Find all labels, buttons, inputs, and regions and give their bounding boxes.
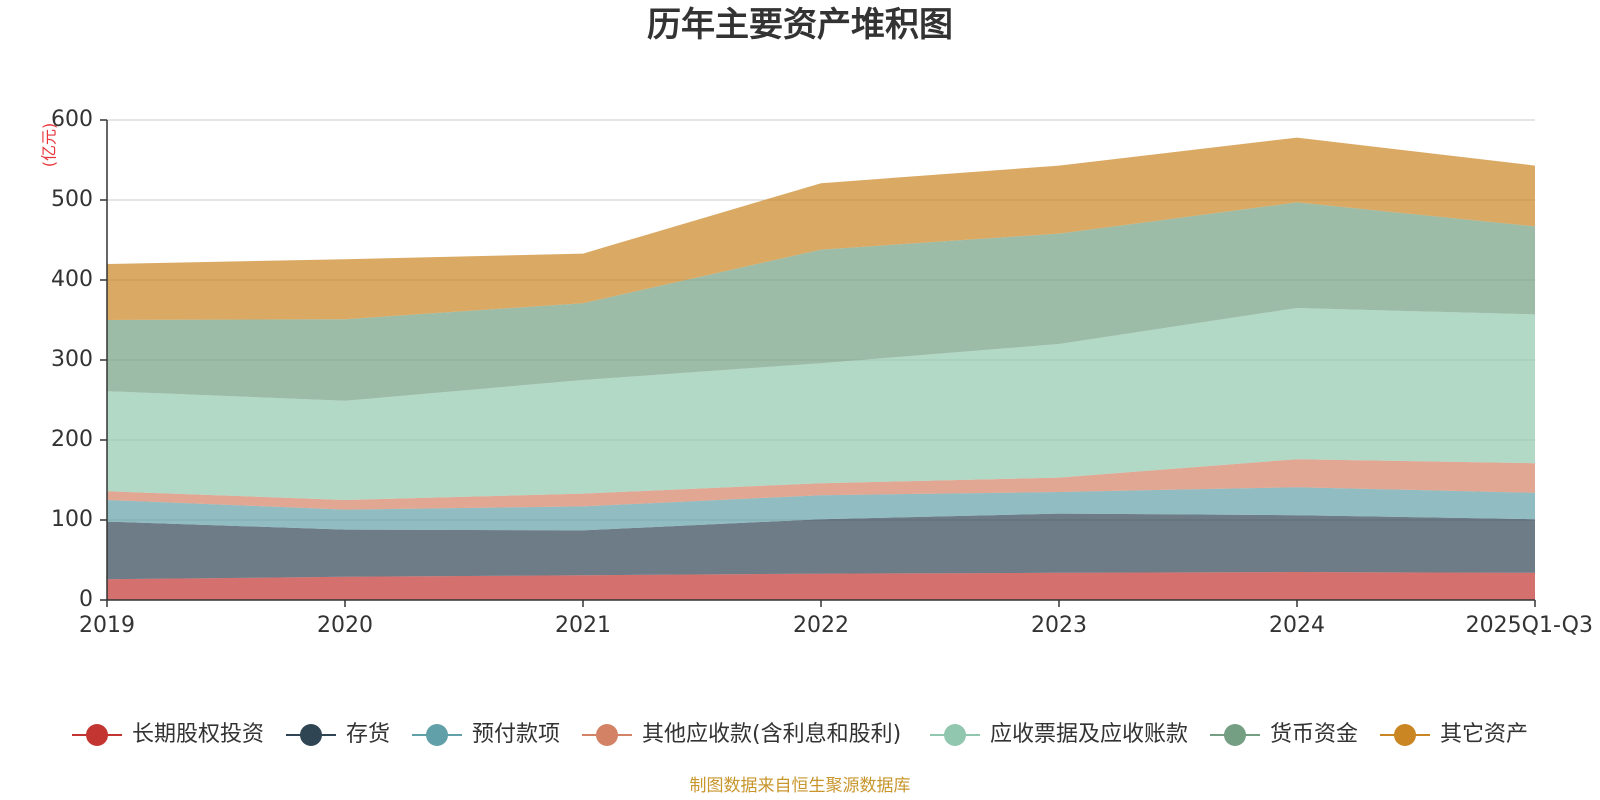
legend-label: 其它资产 xyxy=(1440,722,1528,747)
legend-circle-icon xyxy=(1224,724,1246,746)
legend-item-2[interactable]: 预付款项 xyxy=(412,722,560,747)
y-tick-label-500: 500 xyxy=(51,187,93,212)
legend-label: 货币资金 xyxy=(1270,722,1358,747)
legend-label: 长期股权投资 xyxy=(132,722,264,747)
area-series-6 xyxy=(107,137,1535,320)
legend-label: 预付款项 xyxy=(472,722,560,747)
legend-label: 存货 xyxy=(346,722,390,747)
legend-circle-icon xyxy=(426,724,448,746)
legend-label: 其他应收款(含利息和股利) xyxy=(642,722,901,747)
y-tick-label-0: 0 xyxy=(79,587,93,612)
area-series-5 xyxy=(107,202,1535,401)
x-tick-label-2: 2021 xyxy=(555,613,611,638)
y-tick-label-600: 600 xyxy=(51,107,93,132)
axes: 0 100 200 300 400 500 600 2019 2020 2021 2022 2023 2… xyxy=(51,107,1593,638)
y-axis-unit-label: (亿元) xyxy=(40,123,59,168)
legend-item-3[interactable]: 其他应收款(含利息和股利) xyxy=(582,722,901,747)
x-tick-label-1: 2020 xyxy=(317,613,373,638)
area-series-3 xyxy=(107,459,1535,510)
area-series-2 xyxy=(107,487,1535,531)
y-tick-label-100: 100 xyxy=(51,507,93,532)
y-tick-label-400: 400 xyxy=(51,267,93,292)
x-tick-label-6: 2025Q1-Q3 xyxy=(1466,613,1593,638)
y-tick-label-200: 200 xyxy=(51,427,93,452)
x-tick-label-0: 2019 xyxy=(79,613,135,638)
legend-item-4[interactable]: 应收票据及应收账款 xyxy=(930,722,1188,747)
data-source-note: 制图数据来自恒生聚源数据库 xyxy=(690,776,911,796)
chart-title: 历年主要资产堆积图 xyxy=(647,5,953,45)
legend-item-6[interactable]: 其它资产 xyxy=(1380,722,1528,747)
area-series-group xyxy=(107,137,1535,600)
x-tick-label-5: 2024 xyxy=(1269,613,1325,638)
x-tick-label-4: 2023 xyxy=(1031,613,1087,638)
legend-item-1[interactable]: 存货 xyxy=(286,722,390,747)
legend-circle-icon xyxy=(1394,724,1416,746)
legend-circle-icon xyxy=(300,724,322,746)
legend-circle-icon xyxy=(596,724,618,746)
legend: 长期股权投资 存货 预付款项 其他应收款(含利息和股利) 应收票据及应收账款 货币资金 其它… xyxy=(72,722,1528,747)
legend-item-0[interactable]: 长期股权投资 xyxy=(72,722,264,747)
y-tick-label-300: 300 xyxy=(51,347,93,372)
area-series-4 xyxy=(107,308,1535,500)
x-tick-label-3: 2022 xyxy=(793,613,849,638)
legend-item-5[interactable]: 货币资金 xyxy=(1210,722,1358,747)
area-series-0 xyxy=(107,572,1535,600)
legend-circle-icon xyxy=(944,724,966,746)
legend-circle-icon xyxy=(86,724,108,746)
legend-label: 应收票据及应收账款 xyxy=(990,722,1188,747)
